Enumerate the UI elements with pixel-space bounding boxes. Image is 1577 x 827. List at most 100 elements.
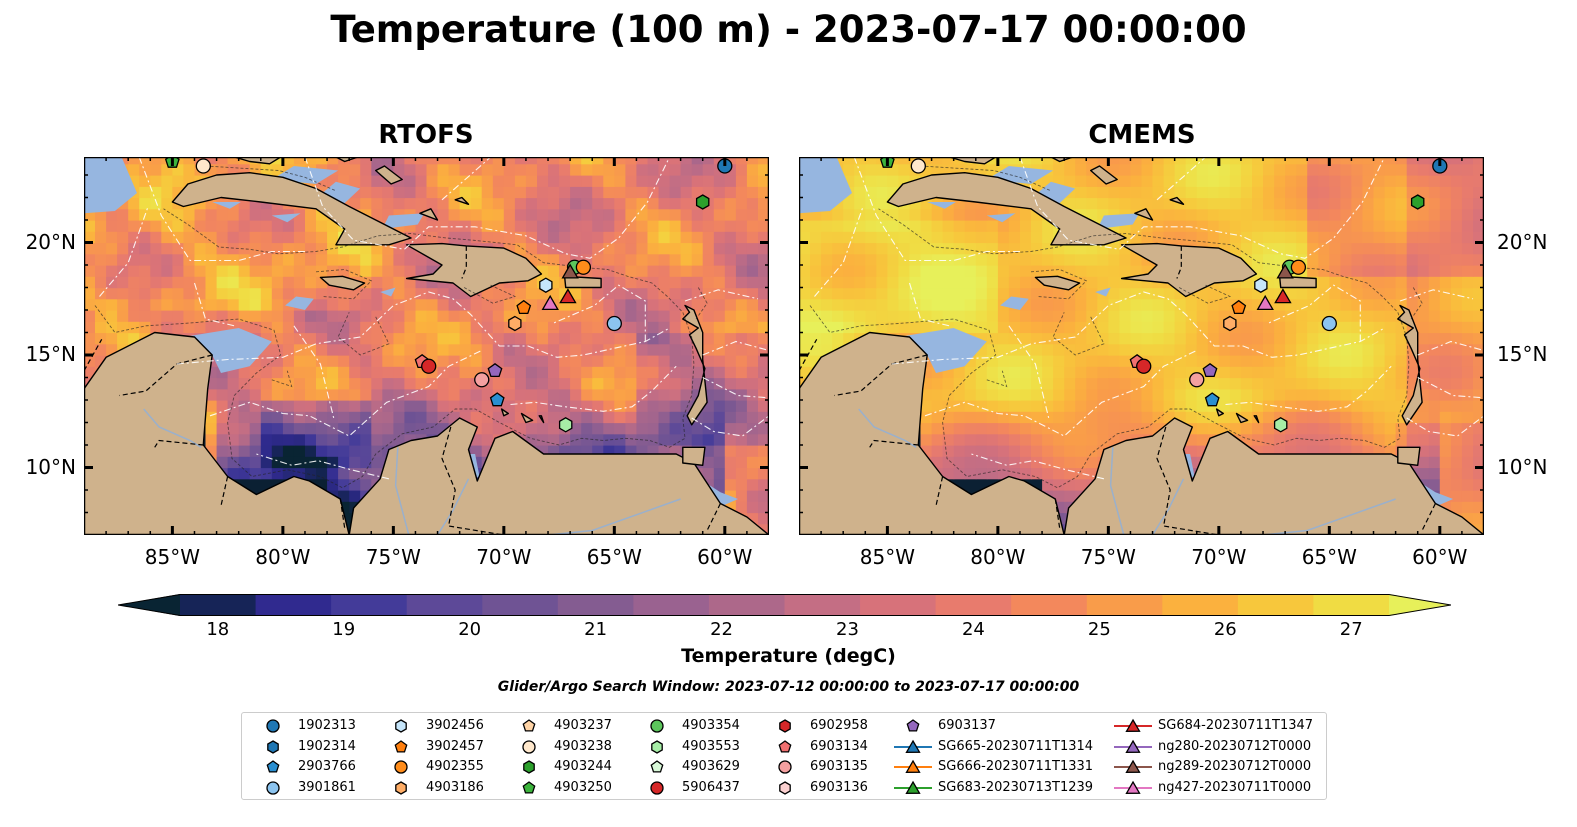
legend-label: 6903135	[810, 759, 868, 774]
platform-marker	[539, 277, 553, 293]
lon-tick-label: 60°W	[1412, 545, 1468, 569]
legend-label: SG665-20230711T1314	[938, 738, 1094, 754]
triangle-marker-icon	[1114, 739, 1152, 753]
lon-tick-label: 85°W	[144, 545, 200, 569]
legend-label: ng280-20230712T0000	[1158, 738, 1312, 754]
hexagon-marker-icon	[779, 780, 791, 795]
pentagon-marker-icon	[394, 739, 408, 753]
legend-label: 4903354	[682, 718, 740, 733]
legend-label: 6903134	[810, 738, 868, 754]
platform-marker	[1223, 315, 1237, 332]
triangle-marker-icon	[1114, 759, 1152, 773]
pentagon-marker-icon	[778, 739, 792, 753]
pentagon-marker-icon	[906, 719, 920, 732]
legend-label: 2903766	[298, 759, 356, 774]
legend-label: 3902456	[426, 718, 484, 733]
platform-marker	[508, 315, 522, 332]
platform-marker	[1231, 299, 1247, 315]
hexagon-marker-icon	[523, 760, 535, 774]
circle-marker-icon	[650, 719, 664, 733]
platform-marker	[575, 259, 592, 275]
lat-tick-label: 20°N	[25, 229, 76, 254]
colorbar-tick-label: 21	[584, 619, 608, 640]
platform-marker	[1273, 417, 1288, 433]
circle-marker-icon	[394, 760, 408, 774]
legend-label: ng289-20230712T0000	[1158, 759, 1312, 774]
colorbar-tick-label: 18	[206, 619, 230, 640]
hexagon-marker-icon	[779, 719, 791, 733]
platform-marker	[1274, 288, 1292, 304]
legend-label: 4903553	[682, 738, 740, 754]
legend-label: ng427-20230711T0000	[1158, 779, 1312, 795]
colorbar-tick-label: 25	[1087, 619, 1111, 640]
circle-marker-icon	[522, 739, 536, 754]
legend-label: 5906437	[682, 779, 740, 795]
lon-tick-label: 80°W	[970, 545, 1026, 569]
platform-marker	[1189, 372, 1205, 388]
lat-tick-label: 10°N	[25, 454, 76, 479]
platform-marker	[1410, 194, 1425, 210]
triangle-marker-icon	[894, 780, 932, 794]
lon-tick-label: 70°W	[1191, 545, 1247, 569]
colorbar	[118, 594, 1451, 616]
colorbar-tick-label: 20	[458, 619, 482, 640]
lon-tick-label: 75°W	[1080, 545, 1136, 569]
pentagon-marker-icon	[650, 760, 664, 773]
platform-marker	[1321, 315, 1337, 332]
colorbar-tick-label: 27	[1339, 619, 1363, 640]
platform-marker	[561, 263, 579, 279]
platform-marker	[516, 299, 532, 315]
legend-label: 3902457	[426, 738, 484, 754]
legend-label: 4903244	[554, 759, 612, 774]
legend-label: 4903629	[682, 759, 740, 774]
pentagon-marker-icon	[522, 719, 536, 732]
platform-marker	[1202, 363, 1218, 378]
colorbar-tick-label: 23	[836, 619, 859, 640]
platform-marker	[1204, 392, 1220, 407]
lon-tick-label: 85°W	[859, 545, 915, 569]
platform-marker	[489, 392, 505, 407]
map-panel-rtofs	[84, 157, 769, 535]
pentagon-marker-icon	[266, 760, 280, 773]
platform-marker	[695, 194, 710, 210]
circle-marker-icon	[778, 760, 792, 774]
lat-tick-label: 20°N	[1497, 229, 1548, 254]
lon-tick-label: 65°W	[1301, 545, 1357, 569]
platform-marker	[421, 358, 437, 374]
colorbar-tick-label: 19	[332, 619, 356, 640]
legend-label: 4902355	[426, 759, 484, 774]
legend-label: 6903136	[810, 779, 868, 795]
legend-label: 6902958	[810, 718, 868, 733]
pentagon-marker-icon	[522, 780, 536, 794]
hexagon-marker-icon	[395, 780, 407, 795]
triangle-marker-icon	[1114, 780, 1152, 794]
platform-marker	[606, 315, 622, 332]
circle-marker-icon	[266, 719, 280, 733]
figure-title: Temperature (100 m) - 2023-07-17 00:00:0…	[330, 8, 1247, 51]
platform-marker	[1290, 259, 1307, 275]
hexagon-marker-icon	[267, 739, 279, 754]
map-panel-cmems	[799, 157, 1484, 535]
circle-marker-icon	[650, 780, 664, 795]
lon-tick-label: 70°W	[476, 545, 532, 569]
triangle-marker-icon	[894, 739, 932, 753]
panel-title-cmems: CMEMS	[1088, 120, 1196, 150]
colorbar-tick-label: 22	[710, 619, 733, 640]
lon-tick-label: 60°W	[697, 545, 753, 569]
platform-marker	[1254, 277, 1268, 293]
platform-marker	[1136, 358, 1152, 374]
hexagon-marker-icon	[651, 739, 663, 754]
triangle-marker-icon	[894, 759, 932, 773]
legend-label: 4903250	[554, 779, 612, 795]
legend-label: SG666-20230711T1331	[938, 759, 1094, 774]
lat-tick-label: 15°N	[25, 342, 76, 366]
lat-tick-label: 10°N	[1497, 454, 1548, 479]
platform-marker	[474, 372, 490, 388]
circle-marker-icon	[266, 780, 280, 795]
colorbar-tick-label: 24	[961, 619, 985, 640]
legend: 1902313 1902314 2903766 3901861 3902456 39024…	[241, 712, 1327, 800]
platform-marker	[558, 417, 573, 433]
panel-title-rtofs: RTOFS	[378, 120, 474, 150]
lat-tick-label: 15°N	[1497, 342, 1548, 366]
lon-tick-label: 65°W	[586, 545, 642, 569]
